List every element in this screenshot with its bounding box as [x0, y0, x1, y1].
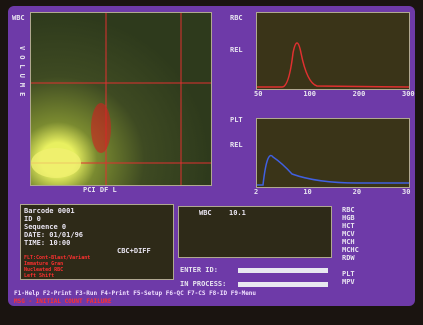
enter-id: ENTER ID:: [180, 266, 218, 274]
info-line: DATE: 01/01/96: [24, 231, 83, 239]
curve: [257, 43, 409, 87]
function-keys[interactable]: F1-Help F2-Print F3-Run F4-Print F5-Setu…: [14, 290, 256, 297]
mode: CBC+DIFF: [117, 247, 151, 255]
plt-param-label: PLT: [342, 270, 355, 278]
plt-curve: [257, 119, 409, 187]
curve: [257, 156, 409, 185]
param-label: MCHC: [342, 246, 359, 254]
cluster: [31, 148, 81, 178]
cluster: [91, 103, 111, 153]
x-tick-label: 300 fL: [402, 90, 415, 98]
x-tick-label: 100: [303, 90, 316, 98]
x-tick-label: 200: [353, 90, 366, 98]
rbc-curve: [257, 13, 409, 89]
info-line: TIME: 10:00: [24, 239, 70, 247]
results-title: WBC: [199, 209, 212, 217]
y-label: VOLUME: [18, 46, 26, 101]
in-process: IN PROCESS:: [180, 280, 226, 288]
param-label: MCH: [342, 238, 355, 246]
x-tick-label: 50: [254, 90, 262, 98]
param-label: MCV: [342, 230, 355, 238]
plt-y-label: REL: [230, 141, 243, 149]
param-label: RBC: [342, 206, 355, 214]
info-line: Sequence 0: [24, 223, 66, 231]
x-tick-label: 30 fL: [402, 188, 415, 196]
rbc-histogram: [256, 12, 410, 90]
progress-bar: [238, 282, 328, 287]
input-bar[interactable]: [238, 268, 328, 273]
results-value: 10.1: [229, 209, 246, 217]
x-tick-label: 20: [353, 188, 361, 196]
screen: WBC VOLUME PCI DF L RBC REL 50 100 200 300 …: [8, 6, 415, 306]
param-label: HGB: [342, 214, 355, 222]
param-label: HCT: [342, 222, 355, 230]
x-label: PCI DF L: [83, 186, 117, 194]
rbc-title: RBC: [230, 14, 243, 22]
scatter-title: WBC: [12, 14, 25, 22]
plt-histogram: [256, 118, 410, 188]
info-line: ID 0: [24, 215, 41, 223]
rbc-y-label: REL: [230, 46, 243, 54]
info-line: Barcode 0001: [24, 207, 75, 215]
scatter-plot: [30, 12, 212, 186]
message: MSG - INITIAL COUNT FAILURE: [14, 298, 112, 305]
x-tick-label: 10: [303, 188, 311, 196]
page: WBC VOLUME PCI DF L RBC REL 50 100 200 300 …: [0, 0, 423, 325]
flag: Left Shift: [24, 273, 54, 279]
param-label: RDW: [342, 254, 355, 262]
scatter-lines: [31, 13, 211, 185]
results-panel: WBC 10.1: [178, 206, 332, 258]
plt-title: PLT: [230, 116, 243, 124]
plt-param-label: MPV: [342, 278, 355, 286]
x-tick-label: 2: [254, 188, 258, 196]
